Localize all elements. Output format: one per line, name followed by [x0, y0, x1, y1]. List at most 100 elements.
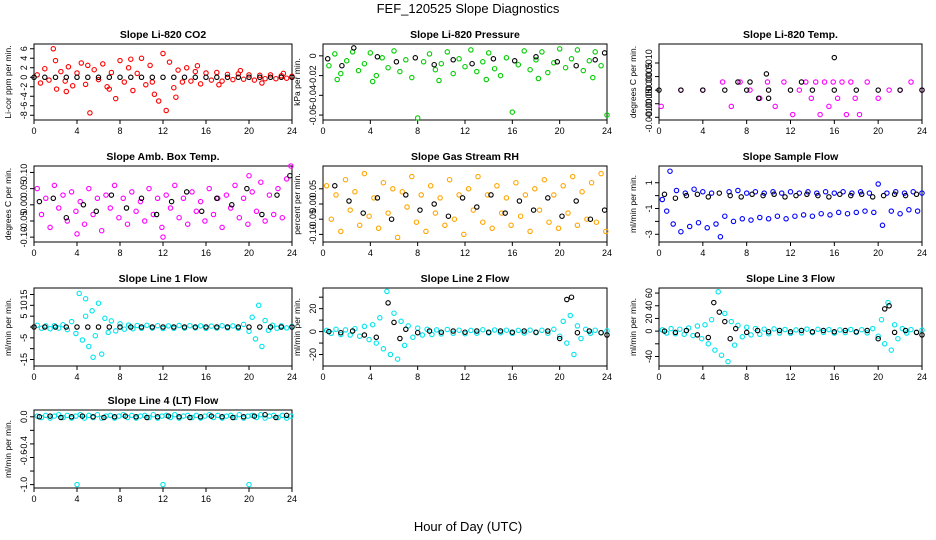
- y-tick-label: 4: [19, 56, 29, 61]
- data-point: [120, 195, 126, 202]
- data-point: [474, 204, 480, 210]
- panel-4: Slope Amb. Box Temp. 0 4 8 12 16 20 24 -0.10-0.0…: [3, 151, 297, 258]
- data-point: [754, 327, 761, 334]
- data-point: [326, 328, 332, 335]
- data-point: [908, 326, 914, 333]
- x-tick-label: 0: [31, 494, 36, 504]
- data-point: [848, 79, 854, 85]
- data-point: [187, 414, 193, 421]
- data-point: [240, 195, 247, 202]
- data-point: [730, 218, 737, 225]
- data-point: [509, 329, 516, 335]
- x-tick-label: 4: [368, 372, 373, 382]
- data-point: [508, 222, 514, 229]
- data-point: [564, 340, 570, 346]
- data-point: [728, 318, 735, 325]
- data-point: [722, 213, 728, 219]
- data-point: [121, 326, 128, 332]
- data-point: [852, 95, 858, 102]
- data-point: [858, 326, 865, 333]
- data-point: [266, 192, 273, 198]
- x-tick-label: 12: [785, 372, 795, 382]
- data-point: [817, 111, 823, 118]
- data-point: [798, 327, 805, 334]
- data-point: [143, 82, 149, 88]
- data-point: [568, 294, 575, 300]
- data-point: [183, 65, 190, 71]
- data-point: [848, 326, 854, 333]
- data-point: [34, 185, 40, 192]
- data-point: [255, 302, 262, 309]
- data-point: [494, 183, 500, 189]
- data-point: [214, 324, 220, 330]
- x-tick-label: 8: [415, 372, 420, 382]
- data-point: [442, 222, 448, 229]
- y-tick-label: -0.05: [19, 211, 29, 232]
- y-tick-label: -0.02: [308, 65, 318, 86]
- data-point: [283, 176, 290, 182]
- data-point: [891, 191, 898, 198]
- data-point: [288, 163, 294, 169]
- data-point: [349, 328, 356, 334]
- data-point: [95, 76, 102, 83]
- data-point: [403, 326, 409, 333]
- data-point: [111, 414, 118, 420]
- data-point: [694, 332, 701, 338]
- data-point: [42, 74, 48, 81]
- data-point: [50, 46, 57, 52]
- y-tick-label: -1.0: [19, 477, 29, 493]
- data-point: [913, 329, 920, 336]
- data-points: [659, 289, 925, 365]
- data-point: [517, 213, 524, 219]
- data-point: [343, 58, 350, 64]
- data-point: [533, 54, 539, 60]
- data-point: [539, 49, 545, 55]
- data-point: [683, 327, 690, 334]
- data-point: [123, 205, 130, 211]
- data-point: [194, 63, 201, 69]
- data-point: [193, 208, 200, 215]
- y-tick-label: 0: [308, 53, 318, 58]
- data-point: [881, 341, 888, 347]
- data-point: [351, 45, 357, 51]
- data-point: [106, 74, 113, 81]
- data-point: [694, 323, 701, 329]
- data-point: [461, 231, 467, 238]
- data-point: [55, 325, 62, 331]
- y-tick-label: 0.05: [19, 180, 29, 198]
- data-point: [68, 318, 75, 325]
- data-point: [704, 225, 710, 231]
- data-point: [527, 66, 533, 73]
- data-point: [252, 336, 259, 342]
- data-point: [267, 74, 274, 81]
- data-point: [603, 228, 609, 235]
- y-tick-label: 15: [19, 289, 29, 299]
- x-tick-label: 4: [74, 248, 79, 258]
- data-point: [474, 328, 480, 334]
- data-point: [68, 189, 75, 195]
- data-point: [111, 182, 118, 189]
- x-tick-label: 16: [829, 372, 839, 382]
- x-tick-label: 12: [158, 248, 168, 258]
- data-point: [283, 75, 290, 81]
- data-point: [815, 192, 821, 199]
- data-point: [373, 72, 380, 79]
- x-tick-label: 16: [507, 126, 517, 136]
- y-tick-label: 6: [19, 46, 29, 51]
- data-point: [410, 334, 416, 341]
- x-tick-label: 8: [117, 372, 122, 382]
- x-tick-label: 0: [31, 248, 36, 258]
- data-point: [356, 333, 363, 339]
- data-points: [31, 290, 295, 361]
- data-point: [426, 328, 433, 334]
- data-point: [864, 79, 870, 85]
- data-point: [592, 327, 598, 333]
- data-point: [659, 196, 666, 203]
- data-point: [43, 195, 49, 202]
- data-point: [74, 481, 80, 488]
- data-point: [891, 322, 898, 328]
- data-point: [782, 194, 788, 200]
- y-axis-label: ml/min per min.: [3, 420, 13, 478]
- data-point: [895, 335, 901, 342]
- data-point: [112, 95, 119, 102]
